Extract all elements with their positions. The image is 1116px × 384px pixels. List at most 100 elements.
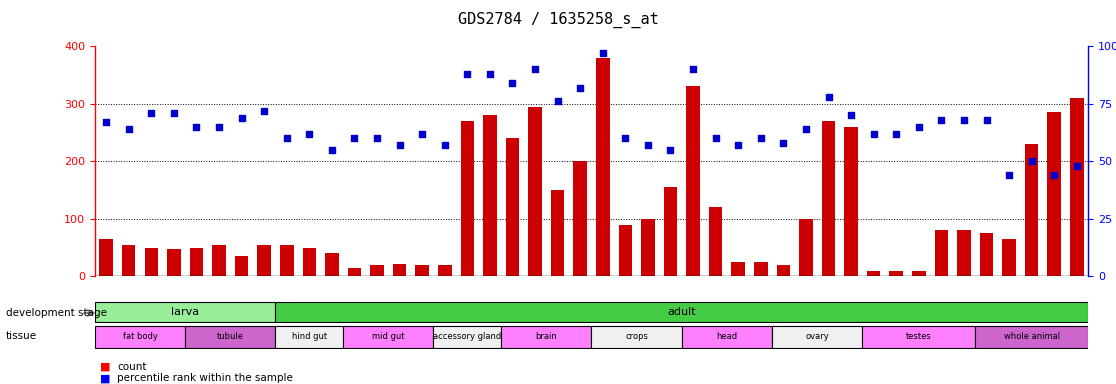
Bar: [145, 248, 158, 276]
Point: [1046, 172, 1064, 178]
Point: [955, 117, 973, 123]
Text: brain: brain: [536, 333, 557, 341]
Bar: [437, 265, 452, 276]
Bar: [845, 127, 858, 276]
Point: [616, 135, 634, 141]
Point: [165, 110, 183, 116]
Bar: [528, 106, 542, 276]
Point: [323, 147, 340, 153]
Bar: [371, 265, 384, 276]
Bar: [185, 326, 276, 348]
Point: [391, 142, 408, 148]
Point: [278, 135, 296, 141]
Bar: [234, 257, 249, 276]
Text: count: count: [117, 362, 146, 372]
Bar: [686, 86, 700, 276]
Text: adult: adult: [667, 307, 696, 317]
Point: [97, 119, 115, 125]
Bar: [664, 187, 677, 276]
Bar: [889, 271, 903, 276]
Bar: [551, 190, 565, 276]
Text: tubule: tubule: [217, 333, 243, 341]
Point: [210, 124, 228, 130]
Bar: [731, 262, 745, 276]
Bar: [276, 303, 1088, 321]
Point: [819, 94, 837, 100]
Point: [639, 142, 657, 148]
Bar: [1070, 98, 1084, 276]
Point: [775, 140, 792, 146]
Bar: [641, 219, 655, 276]
Text: hind gut: hind gut: [291, 333, 327, 341]
Point: [1068, 163, 1086, 169]
Point: [1022, 158, 1040, 164]
Point: [526, 66, 543, 72]
Point: [843, 112, 860, 118]
Point: [481, 71, 499, 77]
Bar: [122, 245, 135, 276]
Bar: [934, 230, 949, 276]
Bar: [618, 225, 632, 276]
Text: fat body: fat body: [123, 333, 157, 341]
Bar: [754, 262, 768, 276]
Point: [910, 124, 927, 130]
Bar: [574, 161, 587, 276]
Point: [232, 114, 250, 121]
Bar: [591, 326, 682, 348]
Bar: [302, 248, 316, 276]
Bar: [772, 326, 863, 348]
Point: [187, 124, 205, 130]
Bar: [867, 271, 881, 276]
Text: ■: ■: [100, 362, 110, 372]
Point: [549, 98, 567, 104]
Bar: [975, 326, 1088, 348]
Point: [594, 50, 612, 56]
Point: [143, 110, 161, 116]
Bar: [95, 303, 276, 321]
Text: percentile rank within the sample: percentile rank within the sample: [117, 373, 294, 383]
Text: testes: testes: [906, 333, 932, 341]
Point: [119, 126, 137, 132]
Text: ovary: ovary: [806, 333, 829, 341]
Bar: [821, 121, 835, 276]
Point: [706, 135, 724, 141]
Bar: [1024, 144, 1039, 276]
Bar: [1002, 239, 1016, 276]
Bar: [777, 265, 790, 276]
Bar: [596, 58, 609, 276]
Point: [933, 117, 951, 123]
Point: [662, 147, 680, 153]
Bar: [393, 264, 406, 276]
Bar: [343, 326, 433, 348]
Bar: [280, 245, 294, 276]
Text: development stage: development stage: [6, 308, 107, 318]
Bar: [461, 121, 474, 276]
Point: [300, 131, 318, 137]
Bar: [682, 326, 772, 348]
Text: mid gut: mid gut: [372, 333, 405, 341]
Point: [346, 135, 364, 141]
Point: [797, 126, 815, 132]
Bar: [980, 233, 993, 276]
Bar: [325, 253, 338, 276]
Point: [571, 84, 589, 91]
Text: whole animal: whole animal: [1003, 333, 1060, 341]
Bar: [167, 249, 181, 276]
Bar: [433, 326, 501, 348]
Bar: [276, 326, 343, 348]
Point: [729, 142, 747, 148]
Text: GDS2784 / 1635258_s_at: GDS2784 / 1635258_s_at: [458, 12, 658, 28]
Text: ■: ■: [100, 373, 110, 383]
Bar: [863, 326, 975, 348]
Bar: [190, 248, 203, 276]
Point: [436, 142, 454, 148]
Text: larva: larva: [171, 307, 200, 317]
Bar: [958, 230, 971, 276]
Bar: [415, 265, 429, 276]
Bar: [99, 239, 113, 276]
Point: [256, 108, 273, 114]
Bar: [506, 138, 519, 276]
Point: [684, 66, 702, 72]
Bar: [95, 326, 185, 348]
Text: crops: crops: [625, 333, 648, 341]
